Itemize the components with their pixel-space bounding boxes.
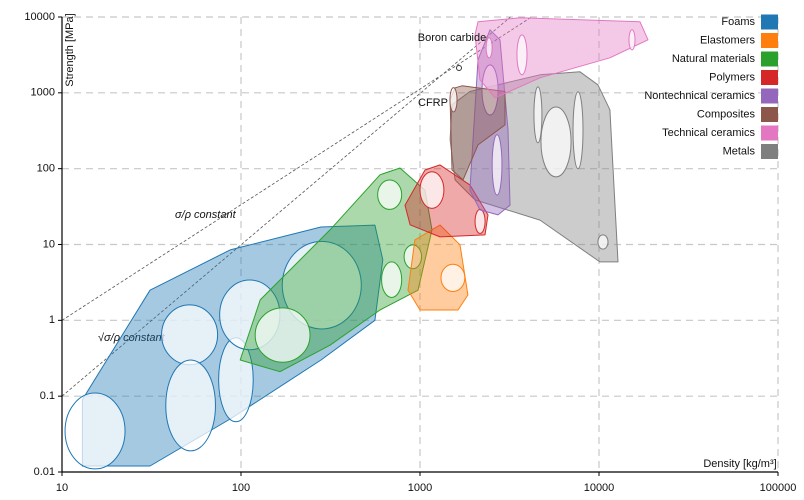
legend-swatch [761,107,778,122]
material-ellipse [165,359,216,452]
legend-swatch [761,125,778,141]
legend-label: Elastomers [700,34,756,46]
guide-label: σ/ρ constant [175,209,237,221]
annotation: Boron carbide [418,32,487,44]
material-ellipse [64,392,126,470]
family-envelope [449,85,506,181]
material-ellipse [281,240,362,330]
material-ellipse [254,307,311,363]
marker-ring [456,65,462,71]
material-ellipse [440,263,466,293]
y-tick-label: 100 [37,163,55,175]
y-tick-label: 10 [43,238,55,250]
x-tick-label: 10000 [584,482,615,494]
material-ellipse [572,91,584,170]
x-tick-label: 100000 [760,482,797,494]
x-tick-label: 1000 [408,482,432,494]
guide-line [61,16,532,321]
material-ellipse [474,208,486,234]
material-ellipse [491,134,503,196]
material-ellipse [377,179,403,210]
legend-label: Nontechnical ceramics [644,90,755,102]
y-tick-label: 1 [49,314,55,326]
legend-swatch [761,14,778,30]
legend-label: Metals [723,145,756,157]
y-tick-label: 0.1 [40,390,55,402]
material-ellipse [485,37,493,59]
legend-swatch [761,88,778,104]
x-tick-label: 100 [232,482,250,494]
y-tick-label: 0.01 [34,466,55,478]
material-ellipse [597,234,609,250]
family-envelope [474,17,649,99]
y-tick-label: 1000 [31,87,55,99]
material-ellipse [540,106,572,178]
material-ellipse [533,86,543,144]
legend-label: Technical ceramics [662,127,755,139]
guide-line [61,16,511,397]
legend-swatch [761,33,778,48]
x-axis-label: Density [kg/m³] [703,458,776,470]
material-ellipse [449,87,458,113]
material-ellipse [381,261,403,299]
legend-label: Foams [721,16,755,28]
y-axis-label: Strength [MPa] [64,13,76,86]
legend-swatch [761,51,778,67]
material-ellipse [628,29,636,51]
guide-label: √σ/ρ constant [98,332,166,344]
legend-label: Natural materials [672,53,756,65]
material-ellipse [161,304,219,366]
legend-label: Composites [697,108,756,120]
x-tick-label: 10 [56,482,68,494]
material-ellipse [419,171,445,209]
legend-swatch [761,70,778,85]
y-tick-label: 10000 [24,11,55,23]
legend-label: Polymers [709,71,755,83]
annotation: CFRP [418,97,448,109]
legend-swatch [761,144,778,159]
material-ellipse [516,34,528,76]
